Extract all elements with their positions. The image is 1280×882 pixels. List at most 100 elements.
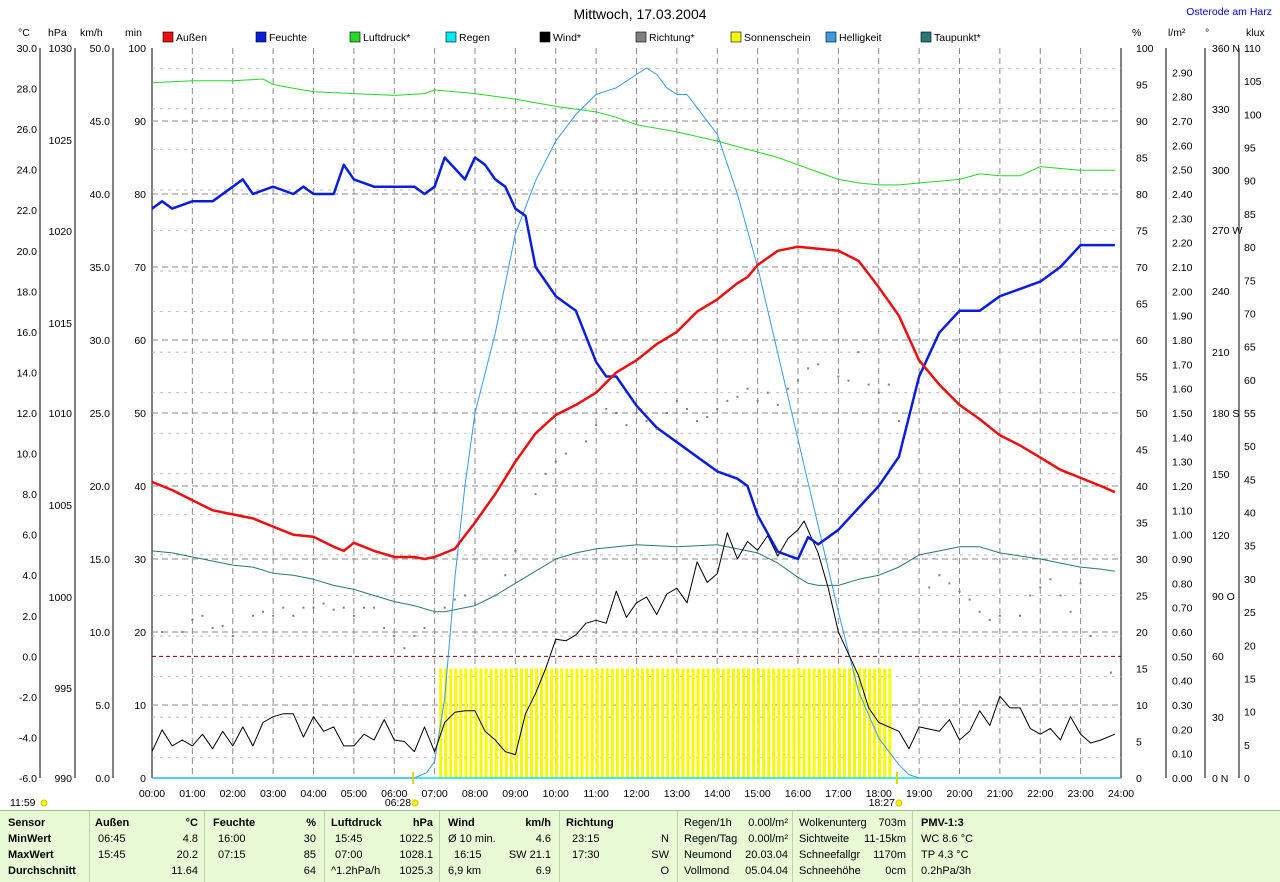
- feuchte-unit: %: [306, 817, 316, 829]
- schneefall-val: 1170m: [873, 849, 906, 861]
- tick-press: 990: [54, 773, 72, 785]
- sunshine-bar: [646, 668, 650, 778]
- tick-hum: 70: [1136, 262, 1148, 274]
- tick-rain: 0.60: [1172, 627, 1193, 639]
- legend-swatch: [349, 31, 361, 43]
- tick-time: 07:00: [421, 788, 447, 800]
- direction-point: [625, 424, 628, 427]
- regen-tag-label: Regen/Tag: [684, 833, 738, 845]
- tick-rain: 1.50: [1172, 408, 1193, 420]
- tick-time: 01:00: [179, 788, 205, 800]
- richtung-max-val: SW: [651, 849, 669, 861]
- tick-dir: 120: [1212, 530, 1230, 542]
- wind-distance: 6,9 km: [448, 865, 482, 877]
- tick-lux: 65: [1244, 342, 1256, 354]
- direction-point: [766, 391, 769, 394]
- legend-swatch: [445, 31, 457, 43]
- tick-wind: 20.0: [90, 481, 111, 493]
- tick-rain: 0.00: [1172, 773, 1193, 785]
- tick-wind: 5.0: [95, 700, 110, 712]
- noon-label: 11:59: [10, 797, 36, 809]
- direction-point: [272, 614, 275, 617]
- direction-point: [161, 631, 164, 633]
- tick-rain: 1.10: [1172, 505, 1193, 517]
- sunshine-bar: [524, 668, 528, 778]
- tick-rain: 0.70: [1172, 603, 1193, 615]
- direction-point: [918, 553, 921, 556]
- neumond-label: Neumond: [684, 849, 732, 861]
- wolken-val: 703m: [878, 817, 906, 829]
- unit-dir: °: [1205, 27, 1209, 39]
- direction-point: [776, 403, 779, 406]
- direction-point: [675, 399, 678, 402]
- tick-rain: 0.10: [1172, 749, 1193, 761]
- sicht-val: 11-15km: [864, 833, 906, 845]
- tick-press: 1000: [49, 592, 73, 604]
- wolken-label: Wolkenunterg: [799, 817, 867, 829]
- direction-point: [1079, 582, 1082, 585]
- tick-rain: 2.30: [1172, 213, 1193, 225]
- luftdruck-trend: ^1.2hPa/h: [331, 865, 381, 877]
- sunshine-bar: [701, 668, 705, 778]
- direction-point: [1069, 610, 1072, 613]
- luftdruck-max-val: 1028.1: [399, 849, 433, 861]
- unit-temp: °C: [18, 27, 30, 39]
- legend-label: Helligkeit: [839, 32, 882, 44]
- sunshine-bar: [741, 668, 745, 778]
- direction-point: [1109, 671, 1112, 674]
- location-link[interactable]: Osterode am Harz: [1186, 6, 1272, 18]
- tick-lux: 55: [1244, 408, 1256, 420]
- sunshine-bar: [671, 668, 675, 778]
- tick-rain: 1.90: [1172, 311, 1193, 323]
- tick-rain: 0.20: [1172, 724, 1193, 736]
- sunshine-bar: [449, 668, 453, 778]
- sunshine-bar: [509, 668, 513, 778]
- direction-point: [1039, 586, 1042, 589]
- direction-point: [948, 582, 951, 585]
- direction-point: [292, 614, 295, 617]
- regen-1h-label: Regen/1h: [684, 817, 732, 829]
- tick-hum: 20: [1136, 627, 1148, 639]
- col-wind: Wind km/h Ø 10 min. 4.6 16:15 SW 21.1 6,…: [440, 811, 560, 882]
- sunshine-bar: [530, 668, 534, 778]
- wind-max-time: 16:15: [454, 849, 482, 861]
- tick-min: 90: [134, 116, 146, 128]
- unit-wind: km/h: [80, 27, 103, 39]
- sunshine-bar: [595, 668, 599, 778]
- feuchte-min-val: 30: [303, 833, 316, 845]
- sunshine-bars: [439, 668, 892, 778]
- sunshine-bar: [696, 668, 700, 778]
- legend-swatch: [920, 31, 932, 43]
- tick-time: 13:00: [664, 788, 690, 800]
- tick-dir: 300: [1212, 165, 1230, 177]
- direction-point: [282, 606, 285, 609]
- direction-point: [615, 412, 618, 414]
- stats-table: Sensor MinWert MaxWert Durchschnitt Auße…: [0, 810, 1280, 882]
- tick-lux: 100: [1244, 109, 1262, 121]
- direction-point: [393, 635, 396, 638]
- tick-time: 10:00: [543, 788, 569, 800]
- direction-point: [867, 383, 870, 386]
- direction-point: [1029, 594, 1032, 597]
- tick-lux: 110: [1244, 43, 1261, 55]
- feuchte-header: Feuchte: [213, 817, 256, 829]
- tick-rain: 0.80: [1172, 578, 1193, 590]
- col-luftdruck: Luftdruck hPa 15:45 1022.5 07:00 1028.1 …: [325, 811, 440, 882]
- direction-point: [958, 590, 961, 593]
- richtung-header: Richtung: [566, 817, 614, 829]
- tick-rain: 1.20: [1172, 481, 1193, 493]
- tick-hum: 30: [1136, 554, 1148, 566]
- tick-dir: 30: [1212, 712, 1224, 724]
- richtung-min-val: N: [661, 833, 669, 845]
- sunshine-bar: [827, 668, 831, 778]
- sunshine-bar: [873, 668, 877, 778]
- series-feuchte: [151, 156, 1115, 561]
- direction-point: [706, 416, 709, 419]
- sunshine-bar: [469, 668, 473, 778]
- sunshine-bar: [651, 668, 655, 778]
- tick-rain: 0.50: [1172, 651, 1193, 663]
- tick-time: 14:00: [704, 788, 730, 800]
- tick-time: 11:00: [583, 788, 609, 800]
- tick-rain: 2.90: [1172, 67, 1193, 79]
- direction-point: [191, 618, 194, 621]
